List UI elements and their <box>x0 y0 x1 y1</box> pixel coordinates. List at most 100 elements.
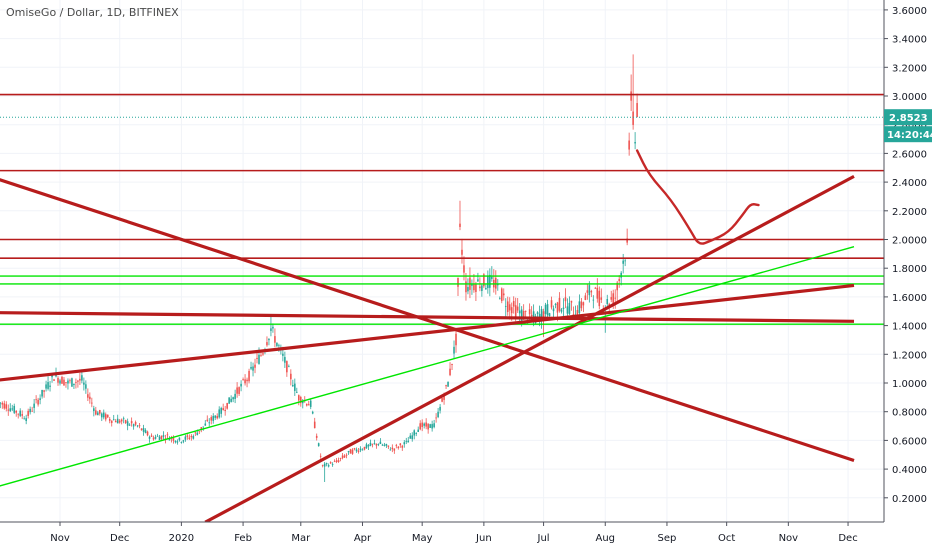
candle-body <box>176 441 179 443</box>
candle-body <box>254 364 256 368</box>
price-tick-label: 3.4000 <box>892 35 927 46</box>
time-tick-label: Dec <box>110 533 129 544</box>
candle-body <box>331 464 334 465</box>
candle-body <box>315 435 318 438</box>
candle-body <box>554 303 557 305</box>
candle-body <box>319 455 322 457</box>
candle-body <box>522 311 525 320</box>
candle-body <box>192 436 195 439</box>
candle-body <box>357 450 360 452</box>
candle-body <box>182 440 185 442</box>
candle-body <box>65 382 67 384</box>
candle-body <box>114 420 117 423</box>
candle-body <box>160 435 163 440</box>
candle-body <box>140 428 143 431</box>
candle-body <box>294 383 296 391</box>
candle-body <box>373 443 376 444</box>
candle-body <box>634 142 636 144</box>
candle-body <box>433 423 435 428</box>
candle-body <box>118 420 121 423</box>
candle-body <box>528 309 531 315</box>
candle-body <box>292 384 294 387</box>
time-tick-label: Sep <box>658 533 677 544</box>
symbol-title: OmiseGo / Dollar, 1D, BITFINEX <box>6 6 179 19</box>
candle-body <box>100 413 103 418</box>
candle-body <box>204 423 207 426</box>
candle-body <box>379 441 382 445</box>
candle-body <box>132 424 135 427</box>
candle-body <box>180 442 183 443</box>
time-tick-label: Nov <box>779 533 799 544</box>
candle-body <box>178 437 181 441</box>
candle-body <box>301 401 304 404</box>
candle-body <box>570 300 573 303</box>
candle-body <box>95 410 97 415</box>
candle-body <box>447 381 449 387</box>
time-tick-label: Apr <box>354 533 372 544</box>
candle-body <box>391 447 394 450</box>
price-tick-label: 0.8000 <box>892 408 927 419</box>
candle-body <box>367 445 370 447</box>
candle-body <box>439 406 441 411</box>
candle-body <box>23 418 25 420</box>
candle-body <box>552 308 555 312</box>
candle-body <box>465 281 467 293</box>
candle-body <box>417 429 419 432</box>
candle-body <box>154 436 157 439</box>
candle-body <box>385 444 388 446</box>
candle-body <box>71 378 73 387</box>
candle-body <box>455 333 457 346</box>
candle-body <box>33 403 35 408</box>
candle-body <box>224 409 226 411</box>
candle-body <box>572 314 575 315</box>
candle-body <box>148 436 151 439</box>
candle-body <box>568 302 571 314</box>
candle-body <box>508 304 511 311</box>
candle-body <box>419 423 421 430</box>
candle-body <box>250 366 252 369</box>
candle-body <box>85 384 87 389</box>
candle-body <box>104 414 107 420</box>
candle-body <box>138 425 141 427</box>
candle-body <box>437 411 439 418</box>
candle-body <box>218 409 220 418</box>
candle-body <box>69 380 71 382</box>
candle-body <box>67 380 69 384</box>
candle-body <box>37 399 39 405</box>
candle-body <box>27 410 29 416</box>
candle-body <box>17 413 20 415</box>
candle-body <box>359 448 362 451</box>
candle-body <box>0 402 2 404</box>
candle-body <box>278 345 280 347</box>
candle-body <box>198 431 201 433</box>
candle-body <box>520 309 523 321</box>
candle-body <box>43 390 45 392</box>
candle-body <box>116 418 119 424</box>
candle-body <box>174 440 177 443</box>
candle-body <box>596 287 599 299</box>
candle-body <box>144 430 147 433</box>
candle-body <box>162 435 165 437</box>
candle-body <box>383 444 386 446</box>
candle-body <box>45 384 47 389</box>
candle-body <box>73 383 75 386</box>
candle-body <box>453 346 455 354</box>
candle-body <box>208 422 211 424</box>
candle-body <box>365 444 368 449</box>
candle-body <box>550 300 553 308</box>
candle-body <box>184 436 187 440</box>
price-tick-label: 0.4000 <box>892 465 927 476</box>
candle-body <box>457 277 459 287</box>
candle-body <box>377 444 380 445</box>
red-trend-line <box>0 311 855 323</box>
candle-body <box>298 395 300 401</box>
candle-body <box>487 276 489 289</box>
candle-body <box>7 409 10 411</box>
candle-body <box>475 283 477 292</box>
candle-body <box>471 283 473 286</box>
candle-body <box>351 449 354 454</box>
price-tick-label: 1.6000 <box>892 293 927 304</box>
candle-body <box>363 446 366 450</box>
